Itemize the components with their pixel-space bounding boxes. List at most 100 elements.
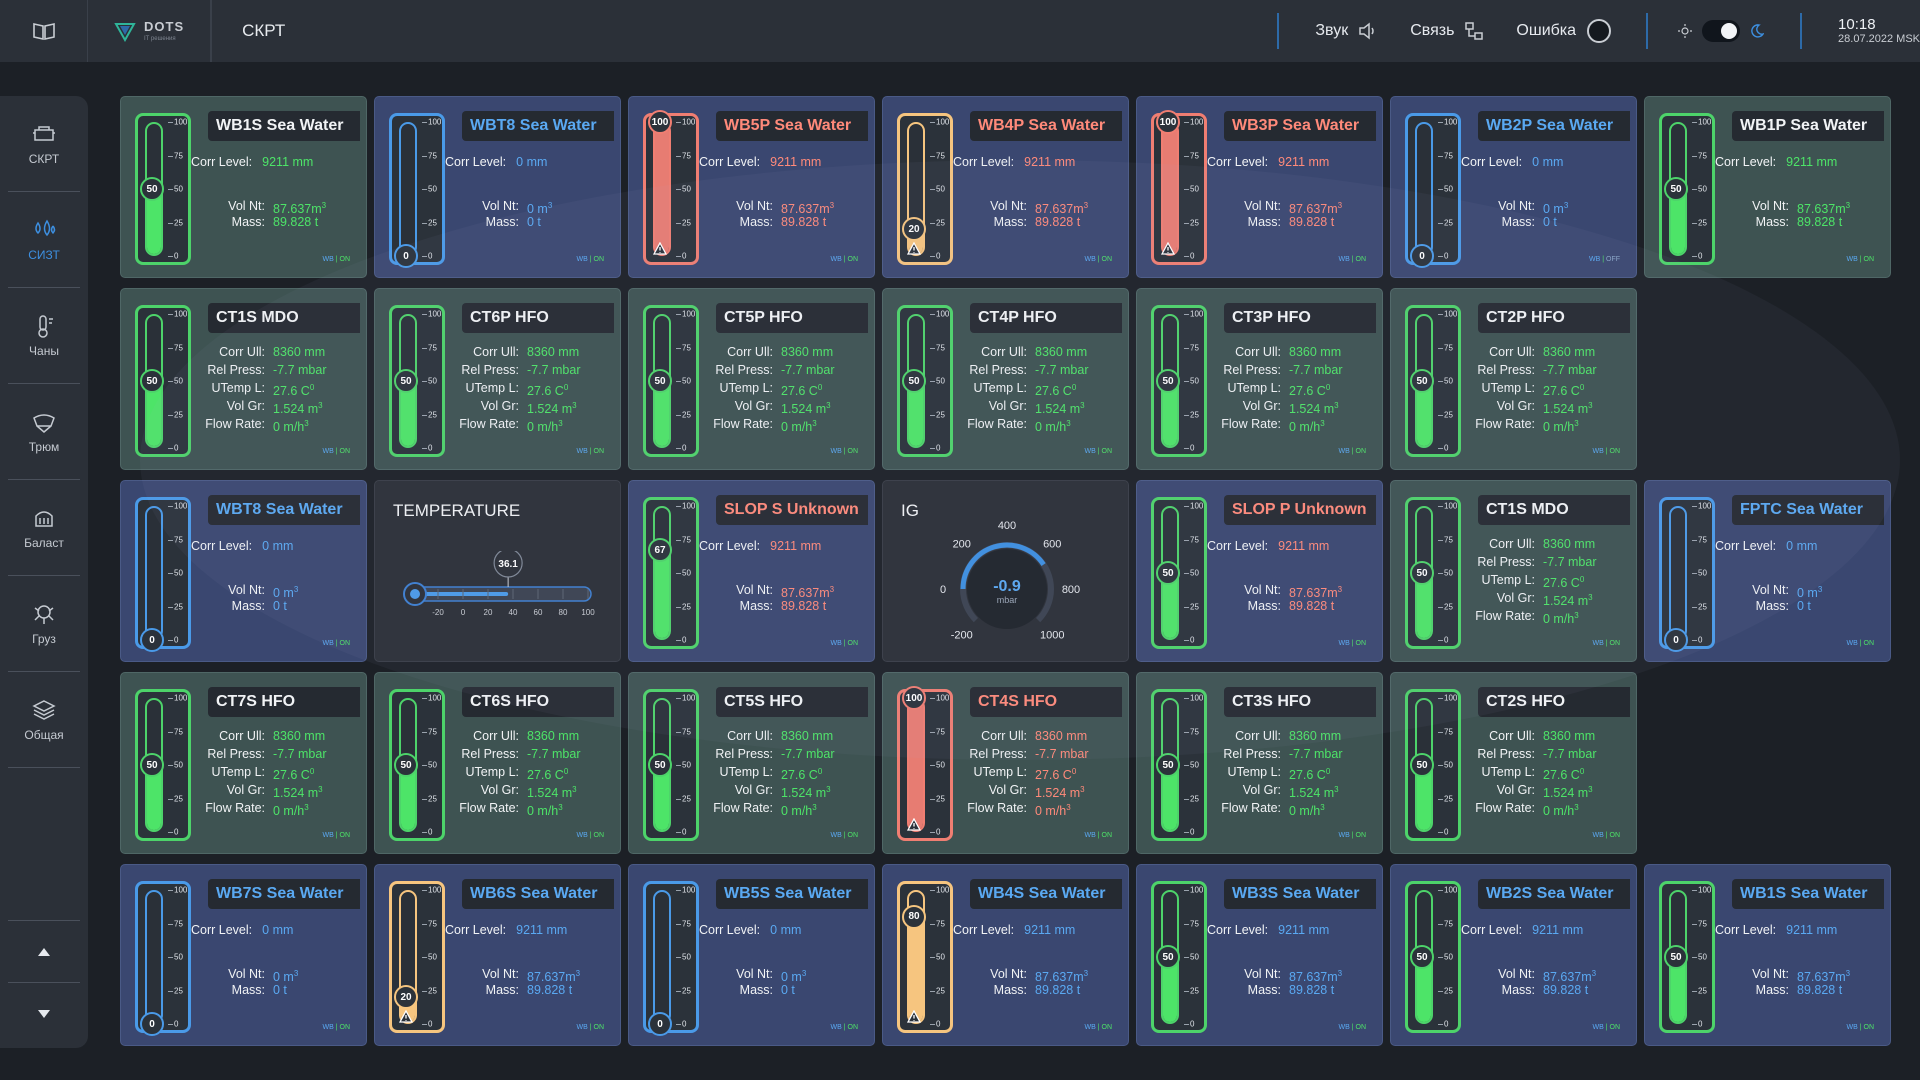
tank-card[interactable]: 100 75 50 25 0 50 WB1P Sea Water Corr Level: 921… bbox=[1644, 96, 1891, 278]
tank-level-gauge: 100 75 50 25 0 50 bbox=[1405, 305, 1461, 457]
nav-item-cargo[interactable]: Груз bbox=[8, 576, 80, 672]
tank-card[interactable]: 100 75 50 25 0 50 WB2S Sea Water Corr Level: 921… bbox=[1390, 864, 1637, 1046]
gauge-tick-label: 25 bbox=[1190, 794, 1199, 803]
vol-nt-unit-exp: 3 bbox=[1845, 969, 1851, 978]
tank-card[interactable]: 100 75 50 25 0 50 CT6P HFO Corr Ull: 8360 mm Rel … bbox=[374, 288, 621, 470]
tank-card[interactable]: 100 75 50 25 0 0 WBT8 Sea Water Corr Level: 0 mm… bbox=[374, 96, 621, 278]
ig-pressure-panel[interactable]: IG -0.9 mbar -200 0 200 400 600 800 1000 bbox=[882, 480, 1129, 662]
tank-level-gauge: 100 75 50 25 0 50 bbox=[1405, 881, 1461, 1033]
utemp: UTemp L: 27.6 C0 bbox=[699, 381, 869, 398]
vol-gr-value: 1.524 m3 bbox=[1035, 399, 1085, 416]
temperature-panel[interactable]: TEMPERATURE 36.1 -20 0 20 40 60 80 100 bbox=[374, 480, 621, 662]
nav-item-tank-temp[interactable]: Чаны bbox=[8, 288, 80, 384]
tank-card[interactable]: 100 75 50 25 0 0 FPTC Sea Water Corr Level: 0 mm… bbox=[1644, 480, 1891, 662]
thermo-tick-label: 0 bbox=[461, 608, 466, 617]
corr-level-value: 9211 mm bbox=[516, 923, 568, 937]
scroll-up-button[interactable] bbox=[8, 920, 80, 982]
utemp-unit-exp: 0 bbox=[817, 383, 823, 392]
error-status[interactable]: Ошибка bbox=[1500, 18, 1646, 44]
gauge-tick-label: 0 bbox=[1190, 443, 1195, 453]
wb-state: ON bbox=[1355, 832, 1367, 839]
tank-title: CT3P HFO bbox=[1224, 303, 1376, 333]
tank-card[interactable]: 100 75 50 25 0 50 CT7S HFO Corr Ull: 8360 mm Rel … bbox=[120, 672, 367, 854]
gauge-tick bbox=[422, 923, 427, 925]
theme-toggle[interactable] bbox=[1702, 20, 1741, 42]
tank-card[interactable]: 100 75 50 25 0 20 WB6S Sea Water Corr Level: 921… bbox=[374, 864, 621, 1046]
tank-card[interactable]: 100 75 50 25 0 50 CT2P HFO Corr Ull: 8360 mm Rel … bbox=[1390, 288, 1637, 470]
theme-switch[interactable] bbox=[1648, 20, 1800, 42]
tank-card[interactable]: 100 75 50 25 0 50 CT6S HFO Corr Ull: 8360 mm Rel … bbox=[374, 672, 621, 854]
tank-card[interactable]: 100 75 50 25 0 0 WB7S Sea Water Corr Level: 0 mm… bbox=[120, 864, 367, 1046]
tank-card[interactable]: 100 75 50 25 0 50 SLOP P Unknown Corr Level: 921… bbox=[1136, 480, 1383, 662]
gauge-tick-label: 0 bbox=[174, 635, 179, 645]
gauge-tick-label: 100 bbox=[682, 693, 696, 703]
vol-gr-value: 1.524 m3 bbox=[273, 399, 323, 416]
tank-card[interactable]: 100 75 50 25 0 50 WB1S Sea Water Corr Level: 921… bbox=[120, 96, 367, 278]
vol-nt: Vol Nt: 0 m3 bbox=[445, 199, 615, 216]
nav-label: Трюм bbox=[28, 439, 60, 454]
flow-rate-label: Flow Rate: bbox=[967, 417, 1027, 431]
mass: Mass: 89.828 t bbox=[1207, 983, 1377, 997]
utemp-label: UTemp L: bbox=[719, 381, 774, 395]
flow-rate: Flow Rate: 0 m/h3 bbox=[1461, 417, 1631, 434]
gauge-tick-label: 0 bbox=[1444, 827, 1449, 837]
gauge-level-bubble: 67 bbox=[648, 538, 672, 563]
tank-card[interactable]: 100 75 50 25 0 50 CT5S HFO Corr Ull: 8360 mm Rel … bbox=[628, 672, 875, 854]
gauge-scale: 100 75 50 25 0 bbox=[1184, 310, 1204, 453]
nav-item-hold[interactable]: Трюм bbox=[8, 384, 80, 480]
mass-value: 89.828 t bbox=[1797, 983, 1842, 997]
tank-card[interactable]: 100 75 50 25 0 0 WBT8 Sea Water Corr Level: 0 mm… bbox=[120, 480, 367, 662]
tank-title: CT2S HFO bbox=[1478, 687, 1630, 717]
tank-card[interactable]: 100 75 50 25 0 67 SLOP S Unknown Corr Level: 921… bbox=[628, 480, 875, 662]
mass-text: 89.828 t bbox=[1289, 983, 1335, 997]
tank-card[interactable]: 100 75 50 25 0 50 CT5P HFO Corr Ull: 8360 mm Rel … bbox=[628, 288, 875, 470]
gauge-tick bbox=[676, 765, 681, 766]
gauge-tick bbox=[1692, 155, 1697, 157]
link-status[interactable]: Связь bbox=[1394, 21, 1500, 41]
tank-card[interactable]: 100 75 50 25 0 50 CT4P HFO Corr Ull: 8360 mm Rel … bbox=[882, 288, 1129, 470]
wb-status: WB | ON bbox=[323, 640, 351, 647]
wb-separator: | bbox=[1857, 1024, 1864, 1031]
utemp-unit-exp: 0 bbox=[1579, 383, 1585, 392]
gauge-tick-label: 75 bbox=[1444, 343, 1453, 352]
vol-nt-unit-exp: 3 bbox=[293, 585, 299, 594]
mass-label: Mass: bbox=[485, 215, 519, 229]
tank-card[interactable]: 100 75 50 25 0 50 CT3P HFO Corr Ull: 8360 mm Rel … bbox=[1136, 288, 1383, 470]
scroll-down-button[interactable] bbox=[8, 982, 80, 1044]
gauge-tick-label: 75 bbox=[174, 151, 183, 160]
tank-card[interactable]: 100 75 50 25 0 50 CT3S HFO Corr Ull: 8360 mm Rel … bbox=[1136, 672, 1383, 854]
tank-card[interactable]: 100 75 50 25 0 50 CT1S MDO Corr Ull: 8360 mm Rel … bbox=[1390, 480, 1637, 662]
tank-card[interactable]: 100 75 50 25 0 50 WB1S Sea Water Corr Level: 921… bbox=[1644, 864, 1891, 1046]
nav-item-droplets[interactable]: СИЗТ bbox=[8, 192, 80, 288]
tank-card[interactable]: 100 75 50 25 0 100 CT4S HFO Corr Ull: 8360 mm Rel… bbox=[882, 672, 1129, 854]
gauge-tick bbox=[1438, 347, 1443, 349]
thermo-tick-label: 60 bbox=[534, 608, 543, 617]
gauge-scale: 100 75 50 25 0 bbox=[1692, 502, 1712, 645]
wb-state: ON bbox=[847, 1024, 859, 1031]
tank-card[interactable]: 100 75 50 25 0 50 CT2S HFO Corr Ull: 8360 mm Rel … bbox=[1390, 672, 1637, 854]
nav-item-boiler[interactable]: СКРТ bbox=[8, 96, 80, 192]
gauge-tick bbox=[676, 222, 681, 224]
tank-card[interactable]: 100 75 50 25 0 0 WB5S Sea Water Corr Level: 0 mm… bbox=[628, 864, 875, 1046]
book-icon[interactable] bbox=[0, 0, 88, 62]
tank-card[interactable]: 100 75 50 25 0 20 WB4P Sea Water Corr Level: 921… bbox=[882, 96, 1129, 278]
wb-state: ON bbox=[1101, 448, 1113, 455]
tank-card[interactable]: 100 75 50 25 0 100 WB3P Sea Water Corr Level: 92… bbox=[1136, 96, 1383, 278]
tank-card[interactable]: 100 75 50 25 0 100 WB5P Sea Water Corr Level: 92… bbox=[628, 96, 875, 278]
dial-scale-label: 0 bbox=[940, 584, 946, 596]
vol-nt-value: 87.637m3 bbox=[1035, 967, 1088, 984]
nav-item-ballast[interactable]: Баласт bbox=[8, 480, 80, 576]
corr-ull-label: Corr Ull: bbox=[981, 729, 1027, 743]
nav-item-layers[interactable]: Общая bbox=[8, 672, 80, 768]
sound-status[interactable]: Звук bbox=[1279, 22, 1394, 40]
gauge-tick-label: 50 bbox=[682, 184, 691, 194]
tank-card[interactable]: 100 75 50 25 0 80 WB4S Sea Water Corr Level: 921… bbox=[882, 864, 1129, 1046]
tank-card[interactable]: 100 75 50 25 0 50 WB3S Sea Water Corr Level: 921… bbox=[1136, 864, 1383, 1046]
tank-level-gauge: 100 75 50 25 0 50 bbox=[643, 689, 699, 841]
wb-status: WB | ON bbox=[1847, 1024, 1875, 1031]
tank-card[interactable]: 100 75 50 25 0 50 CT1S MDO Corr Ull: 8360 mm Rel … bbox=[120, 288, 367, 470]
tank-title: CT7S HFO bbox=[208, 687, 360, 717]
vol-gr-value: 1.524 m3 bbox=[1543, 783, 1593, 800]
tank-card[interactable]: 100 75 50 25 0 0 WB2P Sea Water Corr Level: 0 mm… bbox=[1390, 96, 1637, 278]
